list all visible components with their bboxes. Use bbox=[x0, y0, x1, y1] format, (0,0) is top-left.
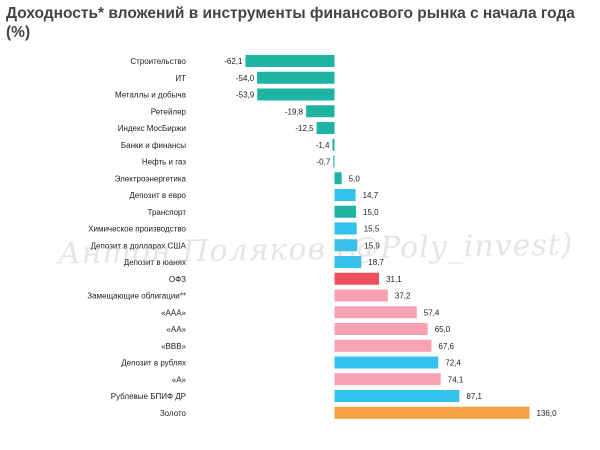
category-label: Депозит в долларах США bbox=[91, 241, 187, 250]
category-label: «ВВВ» bbox=[161, 342, 186, 351]
bar bbox=[334, 222, 357, 235]
bar bbox=[257, 71, 335, 84]
bar bbox=[257, 88, 335, 101]
bar bbox=[334, 406, 530, 419]
bar bbox=[334, 256, 362, 268]
value-label: -1,4 bbox=[316, 141, 330, 150]
value-label: 18,7 bbox=[368, 258, 384, 267]
bar bbox=[334, 272, 380, 285]
bar bbox=[334, 339, 432, 352]
bar bbox=[333, 155, 335, 168]
category-label: Нефть и газ bbox=[142, 158, 186, 167]
value-label: -12,5 bbox=[295, 124, 314, 133]
value-label: -54,0 bbox=[236, 74, 255, 83]
value-label: 136,0 bbox=[537, 409, 558, 418]
category-label: Банки и финансы bbox=[121, 141, 186, 150]
bar bbox=[332, 138, 335, 151]
category-label: Индекс МосБиржи bbox=[118, 124, 186, 133]
value-label: 65,0 bbox=[435, 325, 451, 334]
value-label: 15,9 bbox=[364, 241, 380, 250]
value-label: -53,9 bbox=[236, 91, 255, 100]
category-label: «ААА» bbox=[161, 308, 186, 317]
value-label: 15,0 bbox=[363, 208, 379, 217]
value-label: 31,1 bbox=[386, 275, 402, 284]
category-label: Рублевые БПИФ ДР bbox=[111, 392, 186, 401]
bar bbox=[334, 205, 357, 218]
bar bbox=[334, 323, 428, 335]
value-label: -19,8 bbox=[285, 107, 304, 116]
category-label: ОФЗ bbox=[169, 275, 186, 284]
category-label: Строительство bbox=[130, 57, 186, 66]
bar bbox=[334, 373, 441, 386]
chart-title: Доходность* вложений в инструменты финан… bbox=[6, 5, 575, 41]
bar bbox=[334, 289, 388, 302]
bar bbox=[306, 105, 335, 118]
value-label: 67,6 bbox=[438, 342, 454, 351]
category-label: Химическое производство bbox=[88, 225, 186, 234]
category-label: Ретейлер bbox=[151, 107, 187, 116]
value-label: 15,5 bbox=[364, 225, 380, 234]
category-label: Электроэнергетика bbox=[115, 174, 187, 183]
bar bbox=[334, 239, 358, 252]
value-label: 72,4 bbox=[445, 359, 461, 368]
category-label: Транспорт bbox=[148, 208, 187, 217]
value-label: 37,2 bbox=[395, 292, 411, 301]
category-label: Депозит в юанях bbox=[124, 258, 186, 267]
category-label: ИТ bbox=[175, 74, 186, 83]
bar bbox=[334, 306, 417, 319]
category-label: Замещающие облигации** bbox=[87, 292, 186, 301]
bar bbox=[334, 390, 460, 402]
bar bbox=[334, 172, 342, 185]
value-label: -0,7 bbox=[317, 158, 331, 167]
category-label: Металлы и добыча bbox=[115, 91, 187, 100]
category-label: «АА» bbox=[166, 325, 186, 334]
bar bbox=[334, 189, 356, 201]
bar bbox=[334, 356, 439, 369]
category-label: «А» bbox=[172, 375, 187, 384]
category-label: Депозит в рублях bbox=[121, 359, 186, 368]
value-label: 74,1 bbox=[448, 375, 464, 384]
value-label: 14,7 bbox=[363, 191, 379, 200]
value-label: 57,4 bbox=[424, 308, 440, 317]
bar bbox=[245, 55, 335, 67]
category-label: Депозит в евро bbox=[129, 191, 186, 200]
value-label: 5,0 bbox=[349, 174, 361, 183]
bar bbox=[316, 122, 335, 134]
value-label: -62,1 bbox=[224, 57, 243, 66]
value-label: 87,1 bbox=[466, 392, 482, 401]
category-label: Золото bbox=[160, 409, 187, 418]
